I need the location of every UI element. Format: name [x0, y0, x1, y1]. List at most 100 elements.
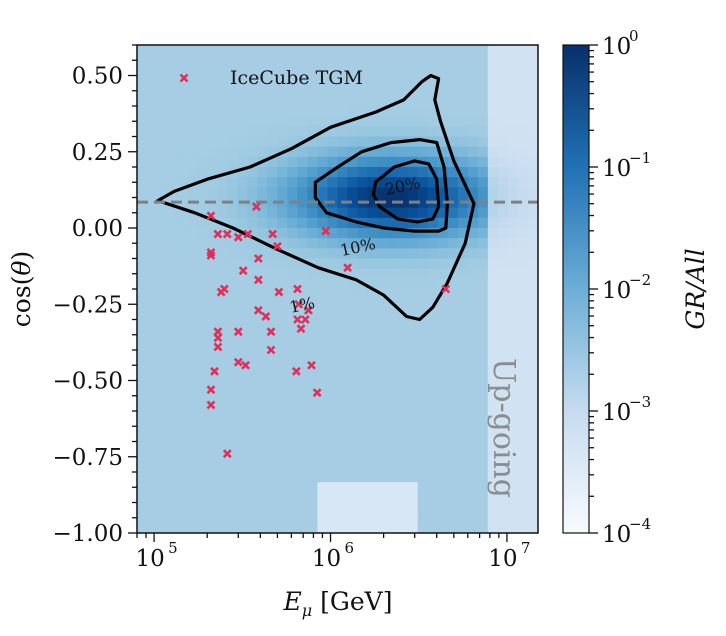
- heatmap-cell: [297, 400, 309, 412]
- heatmap-cell: [297, 156, 309, 168]
- heatmap-cell: [157, 136, 168, 148]
- heatmap-cell: [497, 360, 509, 371]
- heatmap-cell: [317, 350, 329, 361]
- colorbar-tick-exponent: −2: [629, 271, 651, 289]
- heatmap-cell: [327, 319, 339, 331]
- heatmap-cell: [407, 329, 419, 341]
- heatmap-cell: [437, 85, 449, 97]
- heatmap-cell: [397, 258, 409, 270]
- heatmap-cell: [407, 431, 419, 443]
- heatmap-cell: [177, 278, 188, 290]
- heatmap-cell: [287, 278, 299, 290]
- heatmap-cell: [177, 441, 188, 453]
- heatmap-cell: [347, 197, 359, 209]
- heatmap-cell: [317, 299, 329, 310]
- heatmap-cell: [477, 126, 489, 138]
- data-point: [272, 241, 282, 251]
- heatmap-cell: [347, 329, 359, 341]
- heatmap-cell: [367, 360, 379, 371]
- heatmap-cell: [227, 268, 238, 280]
- heatmap-cell: [147, 217, 158, 229]
- heatmap-cell: [217, 207, 228, 219]
- heatmap-cell: [357, 75, 369, 87]
- heatmap-cell: [437, 451, 449, 463]
- heatmap-cell: [387, 65, 399, 77]
- heatmap-cell: [257, 268, 268, 280]
- marker-stroke: [321, 226, 331, 236]
- heatmap-cell: [437, 390, 449, 402]
- heatmap-cell: [417, 472, 429, 483]
- heatmap-cell: [147, 146, 158, 158]
- heatmap-cell: [297, 339, 309, 351]
- heatmap-cell: [387, 238, 399, 249]
- heatmap-cell: [187, 400, 198, 412]
- heatmap-cell: [387, 248, 399, 260]
- heatmap-cell: [287, 431, 299, 443]
- heatmap-cell: [457, 45, 469, 56]
- heatmap-cell: [177, 319, 188, 331]
- heatmap-cell: [177, 116, 188, 127]
- heatmap-cell: [347, 380, 359, 392]
- heatmap-cell: [487, 197, 499, 209]
- heatmap-cell: [437, 55, 449, 66]
- heatmap-cell: [507, 411, 519, 422]
- heatmap-cell: [247, 167, 258, 178]
- heatmap-cell: [457, 522, 469, 533]
- heatmap-cell: [457, 431, 469, 443]
- heatmap-cell: [287, 441, 299, 453]
- heatmap-cell: [237, 187, 248, 199]
- heatmap-cell: [187, 289, 198, 300]
- heatmap-cell: [157, 350, 168, 361]
- heatmap-cell: [417, 268, 429, 280]
- heatmap-cell: [147, 482, 158, 493]
- heatmap-cell: [457, 207, 469, 219]
- heatmap-cell: [457, 217, 469, 229]
- heatmap-cell: [317, 85, 329, 97]
- marker-stroke: [243, 229, 253, 239]
- heatmap-cell: [487, 482, 499, 493]
- heatmap-cell: [467, 45, 479, 56]
- heatmap-cell: [237, 217, 248, 229]
- heatmap-cell: [297, 451, 309, 463]
- heatmap-cell: [397, 400, 409, 412]
- heatmap-cell: [307, 65, 319, 77]
- heatmap-cell: [227, 45, 238, 56]
- heatmap-cell: [437, 411, 449, 422]
- heatmap-cell: [137, 451, 148, 463]
- heatmap-cell: [257, 278, 268, 290]
- heatmap-cell: [457, 390, 469, 402]
- heatmap-cell: [447, 136, 459, 148]
- heatmap-cell: [507, 441, 519, 453]
- heatmap-cell: [177, 258, 188, 270]
- heatmap-cell: [477, 55, 489, 66]
- heatmap-cell: [527, 187, 538, 199]
- heatmap-cell: [397, 472, 409, 483]
- heatmap-cell: [187, 339, 198, 351]
- heatmap-cell: [487, 289, 499, 300]
- y-tick-label: 0.00: [72, 216, 123, 242]
- heatmap-cell: [487, 85, 499, 97]
- heatmap-cell: [197, 421, 208, 432]
- heatmap-cell: [367, 75, 379, 87]
- heatmap-cell: [237, 238, 248, 249]
- heatmap-cell: [277, 329, 288, 341]
- heatmap-cell: [167, 167, 178, 178]
- heatmap-cell: [387, 370, 399, 382]
- heatmap-cell: [147, 360, 158, 371]
- heatmap-cell: [427, 55, 439, 66]
- heatmap-cell: [167, 85, 178, 97]
- heatmap-cell: [147, 238, 158, 249]
- heatmap-cell: [397, 85, 409, 97]
- heatmap-cell: [337, 411, 349, 422]
- heatmap-cell: [287, 400, 299, 412]
- heatmap-cell: [207, 512, 218, 524]
- heatmap-cell: [177, 522, 188, 533]
- heatmap-cell: [527, 65, 538, 77]
- heatmap-cell: [317, 502, 329, 514]
- heatmap-cell: [507, 370, 519, 382]
- heatmap-cell: [427, 360, 439, 371]
- heatmap-cell: [497, 116, 509, 127]
- heatmap-cell: [317, 329, 329, 341]
- heatmap-cell: [227, 55, 238, 66]
- heatmap-cell: [137, 370, 148, 382]
